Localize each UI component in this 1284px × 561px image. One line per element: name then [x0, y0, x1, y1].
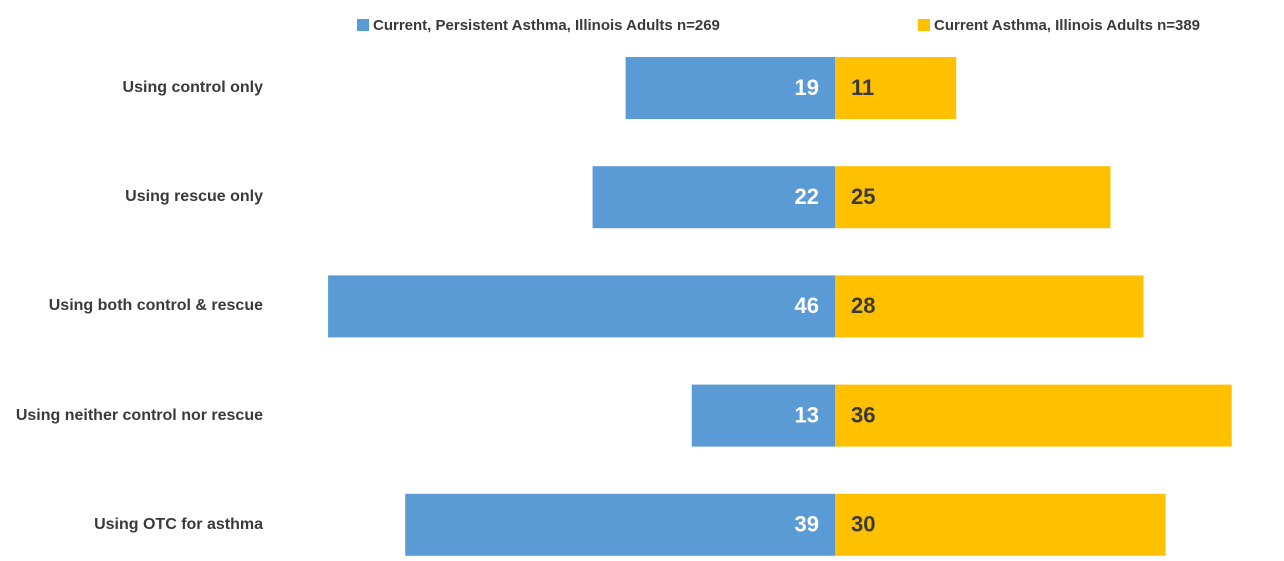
value-label: 19: [795, 75, 819, 100]
value-label: 25: [851, 184, 875, 209]
category-label: Using control only: [122, 79, 263, 96]
value-label: 39: [795, 512, 819, 537]
value-label: 36: [851, 402, 875, 427]
value-label: 11: [851, 75, 874, 100]
value-label: 13: [795, 402, 819, 427]
value-label: 46: [795, 293, 819, 318]
value-label: 30: [851, 512, 875, 537]
bar: [835, 493, 1166, 556]
bar: [625, 57, 835, 119]
bar: [405, 493, 835, 556]
bar: [328, 275, 835, 338]
value-label: 28: [851, 293, 875, 318]
bar: [835, 275, 1144, 338]
category-label: Using neither control nor rescue: [15, 406, 263, 424]
legend-swatch: [357, 19, 369, 31]
value-label: 22: [795, 184, 819, 209]
bar: [691, 384, 835, 447]
category-label: Using OTC for asthma: [94, 515, 263, 533]
legend-label: Current, Persistent Asthma, Illinois Adu…: [373, 17, 720, 34]
category-label: Using rescue only: [125, 188, 263, 206]
bar: [835, 384, 1232, 447]
bar: [592, 166, 835, 229]
bar: [835, 57, 957, 119]
legend-swatch: [918, 19, 930, 31]
legend-label: Current Asthma, Illinois Adults n=389: [934, 17, 1200, 34]
bar: [835, 166, 1111, 229]
category-label: Using both control & rescue: [48, 297, 263, 315]
